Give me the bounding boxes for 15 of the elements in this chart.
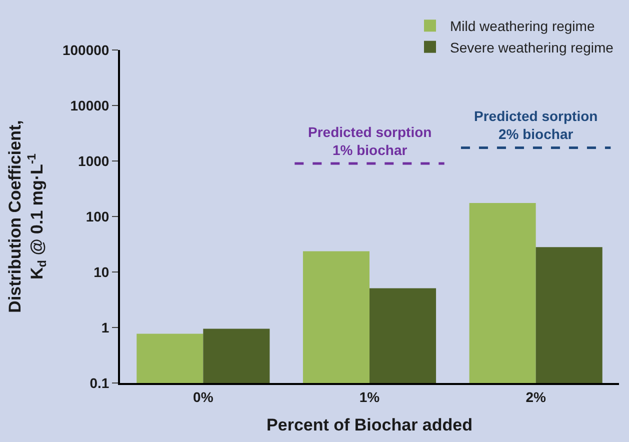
- y-tick-label: 0.1: [90, 374, 110, 391]
- legend-label: Severe weathering regime: [450, 39, 614, 56]
- x-tick-label: 2%: [526, 388, 546, 405]
- y-tick-label: 1000: [78, 152, 110, 169]
- y-tick-label: 1: [101, 319, 110, 336]
- x-tick-label: 0%: [193, 388, 214, 405]
- y-tick-label: 100000: [62, 42, 110, 58]
- y-tick-label: 10000: [70, 97, 110, 114]
- ref-line-label: Predicted sorption 2% biochar: [474, 108, 598, 142]
- y-tick-label: 100: [86, 208, 110, 224]
- x-axis-title: Percent of Biochar added: [266, 416, 472, 435]
- legend-label: Mild weathering regime: [450, 18, 595, 34]
- x-tick-label: 1%: [359, 388, 380, 405]
- ref-line-label: Predicted sorption 1% biochar: [308, 124, 432, 158]
- y-tick-label: 10: [94, 264, 110, 280]
